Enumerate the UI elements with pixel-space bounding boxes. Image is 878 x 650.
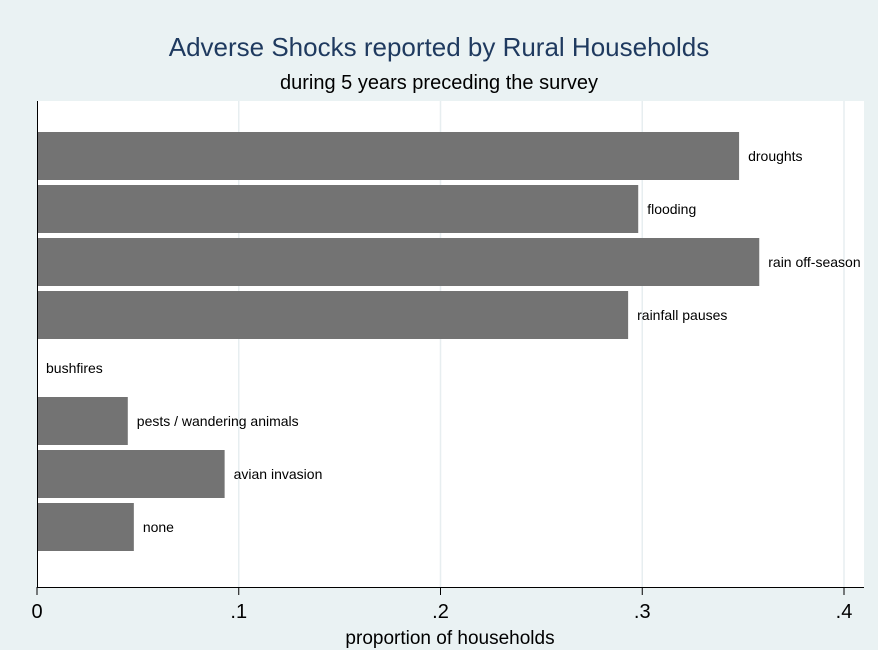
bar-label: flooding — [647, 201, 696, 217]
x-tick-label: .4 — [836, 601, 853, 623]
x-tick-label: .1 — [230, 601, 247, 623]
gridlines — [238, 101, 845, 587]
chart-title: Adverse Shocks reported by Rural Househo… — [169, 32, 710, 62]
bar-label: rainfall pauses — [637, 307, 727, 323]
plot-area — [37, 101, 864, 587]
bar-label: avian invasion — [234, 466, 323, 482]
bar-label: rain off-season — [768, 254, 860, 270]
bar-label: bushfires — [46, 360, 103, 376]
x-axis: 0 .1 .2 .3 .4 — [31, 101, 864, 623]
bar — [37, 132, 740, 180]
x-tick-label: .3 — [634, 601, 651, 623]
bar-label: pests / wandering animals — [137, 413, 299, 429]
bar — [37, 238, 760, 286]
x-tick-label: 0 — [31, 601, 42, 623]
bar — [37, 503, 134, 551]
bars: droughts flooding rain off-season rainfall … — [37, 132, 861, 551]
x-axis-label: proportion of households — [345, 628, 554, 649]
bar-label: none — [143, 519, 174, 535]
bar — [37, 450, 225, 498]
chart-subtitle: during 5 years preceding the survey — [280, 72, 598, 94]
bar — [37, 397, 128, 445]
x-tick-label: .2 — [432, 601, 449, 623]
bar-label: droughts — [748, 148, 802, 164]
bar — [37, 291, 629, 339]
bar — [37, 185, 639, 233]
